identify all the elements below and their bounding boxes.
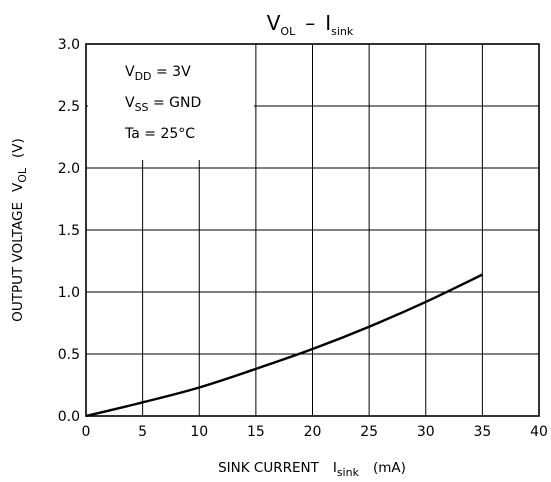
condition-label: VSS = GND <box>125 95 201 114</box>
y-axis-label: OUTPUT VOLTAGEVOL(V) <box>10 138 29 322</box>
y-tick-label: 3.0 <box>58 37 80 53</box>
x-tick-label: 15 <box>247 424 265 440</box>
y-tick-label: 1.5 <box>58 223 80 239</box>
series-line <box>85 273 483 418</box>
x-tick-label: 5 <box>138 424 147 440</box>
y-tick-label: 0.5 <box>58 347 80 363</box>
x-tick-label: 35 <box>473 424 491 440</box>
x-tick-label: 20 <box>304 424 322 440</box>
series-group <box>85 273 483 418</box>
x-tick-label: 10 <box>190 424 208 440</box>
conditions: VDD = 3V VSS = GND Ta = 25°C <box>124 64 201 142</box>
condition-label: VDD = 3V <box>125 64 191 83</box>
y-tick-label: 2.5 <box>58 99 80 115</box>
x-tick-label: 30 <box>417 424 435 440</box>
chart-title: VOL – Isink <box>267 11 354 38</box>
x-tick-label: 0 <box>82 424 91 440</box>
y-tick-label: 2.0 <box>58 161 80 177</box>
y-tick-label: 1.0 <box>58 285 80 301</box>
x-tick-label: 25 <box>360 424 378 440</box>
y-tick-label: 0.0 <box>58 409 80 425</box>
condition-label: Ta = 25°C <box>124 126 195 142</box>
x-axis-label: SINK CURRENT Isink (mA) <box>218 460 406 479</box>
conditions-box <box>88 44 254 160</box>
plot-frame <box>85 43 540 417</box>
x-tick-label: 40 <box>530 424 548 440</box>
tick-labels: 0 5 10 15 20 25 30 35 40 0.0 0.5 1.0 1.5 2.0 2.5 3.0 <box>58 37 548 440</box>
